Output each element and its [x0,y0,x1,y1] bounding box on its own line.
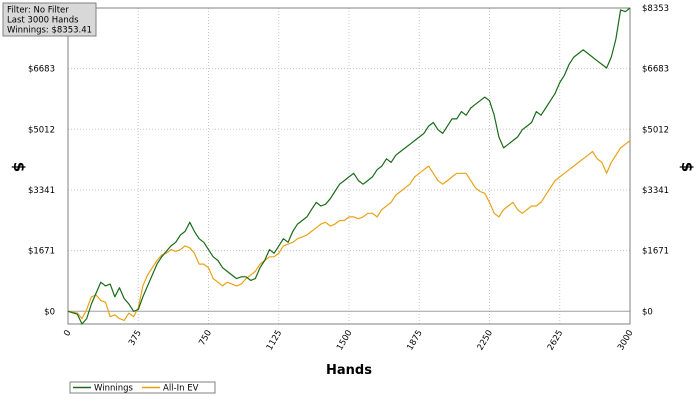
x-axis-label: Hands [326,363,372,378]
y-tick-label-right: $0 [642,307,653,317]
x-tick-label: 0 [62,329,73,339]
plot-frame [67,7,631,325]
legend: Winnings All-In EV [69,381,216,394]
filter-info-box: Filter: No Filter Last 3000 Hands Winnin… [2,2,97,37]
y-tick-label-left: $3341 [28,186,55,196]
legend-label-winnings: Winnings [94,384,133,394]
y-axis-label-left: $ [10,162,28,172]
y-tick-label-left: $6683 [28,65,55,75]
legend-label-allin-ev: All-In EV [163,384,199,394]
y-tick-label-right: $8353 [642,4,669,14]
series-line-allin-ev [67,140,631,321]
y-tick-label-right: $1671 [642,247,669,257]
y-tick-label-right: $5012 [642,125,669,135]
legend-item-allin-ev: All-In EV [142,384,199,394]
series-layer [67,7,631,325]
y-tick-label-right: $3341 [642,186,669,196]
y-axis-label-right: $ [678,162,696,172]
y-tick-label-left: $0 [44,307,55,317]
y-ticks-right: $0 $1671 $3341 $5012 $6683 $8353 [642,4,669,317]
y-tick-label-left: $1671 [28,247,55,257]
y-tick-label-left: $5012 [28,125,55,135]
filter-label: Filter: No Filter [7,6,69,16]
y-tick-label-right: $6683 [642,65,669,75]
series-line-winnings [67,7,631,325]
winnings-label: Winnings: $8353.41 [7,26,92,36]
hands-count-label: Last 3000 Hands [7,16,79,26]
legend-item-winnings: Winnings [73,384,133,394]
